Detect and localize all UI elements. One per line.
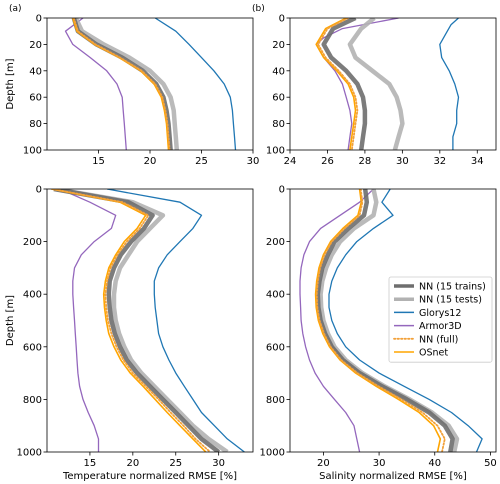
panel-a: 15 20 25 30 0 20 40 60 80 100 (a) Depth [m] bbox=[5, 4, 259, 167]
x-tick-label: 30 bbox=[247, 156, 260, 167]
series-line-nn_trains bbox=[321, 18, 368, 150]
y-tick-label: 1000 bbox=[260, 448, 285, 459]
series-line-nn_tests bbox=[73, 18, 180, 150]
axes-frame bbox=[46, 17, 254, 151]
series-line-glorys bbox=[328, 189, 483, 452]
series-line-nn_tests bbox=[55, 189, 229, 452]
x-tick-label: 28 bbox=[359, 156, 372, 167]
series-line-armor bbox=[64, 18, 127, 150]
panel-label: (a) bbox=[9, 4, 22, 14]
series-line-nn_trains bbox=[315, 189, 455, 452]
series-line-glorys bbox=[106, 189, 245, 452]
y-axis-label: Depth [m] bbox=[5, 295, 16, 346]
x-tick-label: 20 bbox=[317, 458, 330, 469]
x-tick-label: 26 bbox=[321, 156, 334, 167]
series-group bbox=[299, 189, 483, 452]
series-line-osnet bbox=[51, 189, 207, 452]
y-tick-label: 200 bbox=[266, 237, 285, 248]
y-tick-label: 40 bbox=[29, 66, 42, 77]
series-line-nn_tests bbox=[347, 18, 405, 150]
series-line-armor bbox=[299, 189, 374, 452]
legend-label-glorys: Glorys12 bbox=[419, 308, 461, 319]
y-tick-label: 80 bbox=[29, 119, 42, 130]
x-tick-label: 40 bbox=[428, 458, 441, 469]
legend-label-nn_full: NN (full) bbox=[419, 334, 458, 345]
series-line-osnet bbox=[315, 18, 357, 150]
panel-d: 20 30 40 50 0 200 400 600 800 1000 Salinity normal… bbox=[260, 185, 497, 483]
axes-frame bbox=[46, 188, 254, 453]
x-tick-label: 30 bbox=[212, 458, 225, 469]
series-line-nn_trains bbox=[53, 189, 221, 452]
y-tick-label: 100 bbox=[266, 146, 285, 157]
series-group bbox=[315, 18, 460, 150]
y-tick-label: 0 bbox=[279, 185, 285, 196]
y-tick-label: 20 bbox=[29, 40, 42, 51]
series-line-nn_full bbox=[51, 189, 212, 452]
y-tick-label: 200 bbox=[23, 237, 42, 248]
y-tick-label: 800 bbox=[266, 395, 285, 406]
panel-c: 15 20 25 30 0 200 400 600 800 1000 Depth [m] Temper… bbox=[5, 185, 254, 482]
y-tick-label: 0 bbox=[36, 14, 42, 25]
panel-label: (b) bbox=[252, 4, 265, 14]
y-tick-label: 600 bbox=[266, 342, 285, 353]
axes-frame bbox=[289, 188, 497, 453]
x-tick-label: 34 bbox=[471, 156, 484, 167]
y-tick-label: 20 bbox=[272, 40, 285, 51]
y-tick-label: 0 bbox=[279, 14, 285, 25]
x-tick-label: 30 bbox=[396, 156, 409, 167]
x-axis-label: Salinity normalized RMSE [%] bbox=[319, 471, 467, 482]
x-tick-label: 30 bbox=[373, 458, 386, 469]
legend-label-nn_tests: NN (15 tests) bbox=[419, 295, 482, 306]
x-tick-label: 25 bbox=[169, 458, 182, 469]
y-tick-label: 800 bbox=[23, 395, 42, 406]
x-tick-label: 15 bbox=[92, 156, 105, 167]
y-axis-label: Depth [m] bbox=[5, 58, 16, 109]
y-tick-label: 400 bbox=[266, 290, 285, 301]
x-tick-label: 24 bbox=[284, 156, 297, 167]
y-tick-label: 100 bbox=[23, 146, 42, 157]
legend-label-armor: Armor3D bbox=[419, 321, 462, 332]
y-tick-label: 400 bbox=[23, 290, 42, 301]
y-tick-label: 80 bbox=[272, 119, 285, 130]
x-tick-label: 15 bbox=[84, 458, 97, 469]
x-tick-label: 32 bbox=[433, 156, 446, 167]
series-line-nn_full bbox=[317, 18, 359, 150]
legend-label-osnet: OSnet bbox=[419, 348, 448, 359]
y-tick-label: 1000 bbox=[17, 448, 42, 459]
y-tick-label: 40 bbox=[272, 66, 285, 77]
x-tick-label: 20 bbox=[126, 458, 139, 469]
x-axis-label: Temperature normalized RMSE [%] bbox=[62, 471, 237, 482]
x-tick-label: 50 bbox=[484, 458, 497, 469]
y-tick-label: 60 bbox=[272, 93, 285, 104]
y-tick-label: 0 bbox=[36, 185, 42, 196]
series-group bbox=[64, 18, 237, 150]
y-tick-label: 60 bbox=[29, 93, 42, 104]
axes-frame bbox=[289, 17, 497, 151]
series-line-armor bbox=[59, 189, 117, 452]
x-tick-label: 20 bbox=[144, 156, 157, 167]
series-line-nn_full bbox=[72, 18, 171, 150]
legend-label-nn_trains: NN (15 trains) bbox=[419, 282, 486, 293]
series-line-glorys bbox=[154, 18, 237, 150]
series-line-glorys bbox=[439, 18, 460, 150]
legend: NN (15 trains) NN (15 tests) Glorys12 Armor… bbox=[388, 276, 493, 363]
panel-b: 24 26 28 30 32 34 0 20 40 60 80 100 (b) bbox=[252, 4, 497, 167]
x-tick-label: 25 bbox=[195, 156, 208, 167]
series-group bbox=[51, 189, 245, 452]
series-line-nn_full bbox=[315, 189, 446, 452]
y-tick-label: 600 bbox=[23, 342, 42, 353]
legend-box bbox=[388, 276, 493, 363]
series-line-osnet bbox=[314, 189, 442, 452]
